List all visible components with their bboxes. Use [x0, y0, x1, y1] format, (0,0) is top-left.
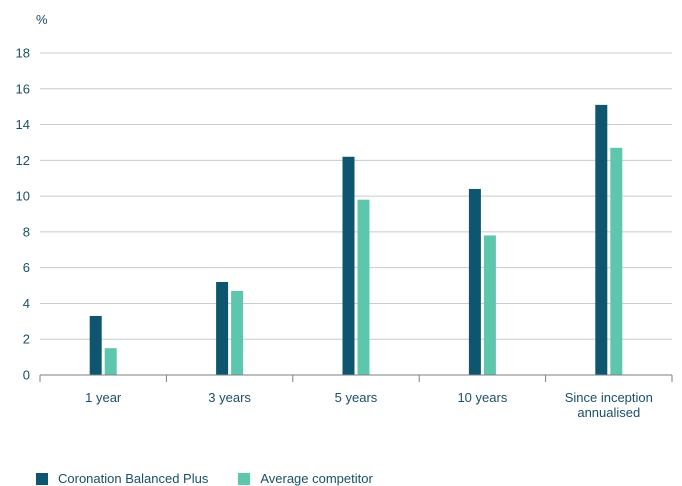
- legend-swatch-series-2: [238, 472, 251, 485]
- legend-item-series-2: Average competitor: [238, 471, 373, 486]
- bars: [89, 104, 623, 375]
- x-tick-label: 10 years: [457, 390, 507, 405]
- x-axis-labels: 1 year 3 years 5 years 10 years Since incept…: [85, 390, 653, 420]
- y-tick-label: 18: [16, 46, 30, 61]
- y-tick-label: 4: [23, 296, 30, 311]
- bar-series-2-cat-2: [231, 290, 244, 375]
- bar-series-1-cat-2: [216, 281, 229, 375]
- y-tick-label: 14: [16, 117, 30, 132]
- bar-chart: % 0 2 4 6 8 10 12 14 16 18 1 year 3 years 5 years 10…: [16, 12, 673, 420]
- bar-series-2-cat-4: [483, 235, 496, 375]
- y-tick-label: 8: [23, 224, 30, 239]
- y-tick-label: 2: [23, 332, 30, 347]
- y-tick-label: 16: [16, 81, 30, 96]
- x-tick-label: 3 years: [208, 390, 251, 405]
- y-tick-label: 10: [16, 189, 30, 204]
- x-tick-label: Since inception annualised: [565, 390, 653, 420]
- bar-series-1-cat-4: [468, 188, 481, 375]
- bar-series-1-cat-1: [89, 315, 102, 375]
- bar-series-2-cat-1: [104, 348, 117, 375]
- y-tick-label: 0: [23, 368, 30, 383]
- legend: Coronation Balanced Plus Average competi…: [36, 471, 403, 486]
- x-tick-label: 1 year: [85, 390, 122, 405]
- legend-swatch-series-1: [36, 472, 48, 485]
- bar-series-1-cat-3: [342, 156, 355, 375]
- bar-series-2-cat-5: [610, 147, 623, 375]
- legend-label-series-1: Coronation Balanced Plus: [58, 471, 209, 486]
- x-axis: [39, 374, 673, 382]
- y-tick-label: 6: [23, 260, 30, 275]
- y-tick-label: 12: [16, 153, 30, 168]
- bar-series-2-cat-3: [357, 199, 370, 375]
- y-axis-unit-label: %: [36, 12, 48, 27]
- x-tick-label: 5 years: [335, 390, 378, 405]
- y-axis-ticks: 0 2 4 6 8 10 12 14 16 18: [16, 46, 30, 383]
- gridlines: [40, 52, 672, 340]
- legend-item-series-1: Coronation Balanced Plus: [36, 471, 208, 486]
- legend-label-series-2: Average competitor: [260, 471, 373, 486]
- bar-series-1-cat-5: [595, 104, 608, 375]
